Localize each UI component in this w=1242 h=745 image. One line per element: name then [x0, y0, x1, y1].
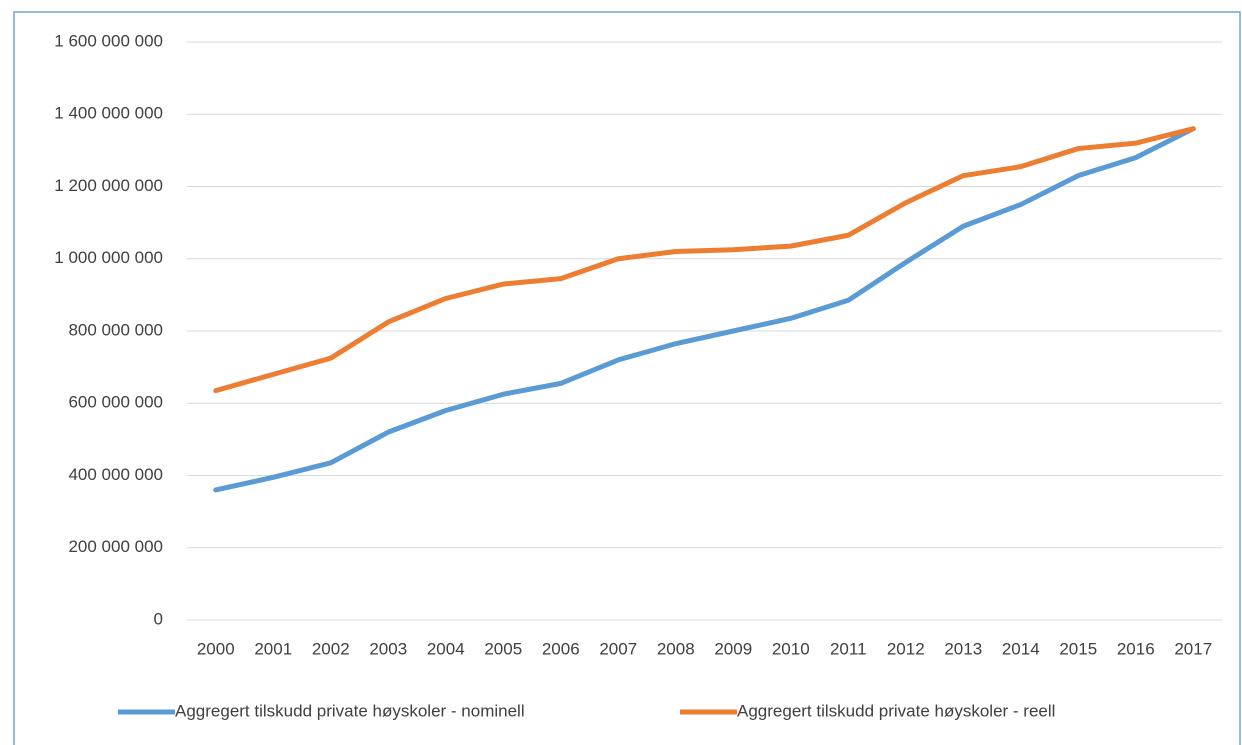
y-tick-label: 200 000 000: [68, 537, 163, 556]
x-tick-label: 2010: [772, 639, 810, 658]
x-tick-label: 2015: [1059, 639, 1097, 658]
y-tick-label: 0: [154, 609, 163, 628]
y-tick-label: 600 000 000: [68, 393, 163, 412]
x-tick-label: 2008: [657, 639, 695, 658]
y-tick-label: 1 400 000 000: [54, 104, 163, 123]
x-tick-label: 2005: [484, 639, 522, 658]
chart-frame: [13, 11, 1241, 745]
y-tick-label: 800 000 000: [68, 320, 163, 339]
series-line: [213, 126, 1196, 493]
series-line: [213, 126, 1196, 394]
x-tick-label: 2006: [542, 639, 580, 658]
x-tick-label: 2007: [599, 639, 637, 658]
legend-label: Aggregert tilskudd private høyskoler - r…: [737, 701, 1055, 720]
y-tick-label: 1 600 000 000: [54, 31, 163, 50]
y-tick-label: 1 200 000 000: [54, 176, 163, 195]
x-tick-label: 2000: [197, 639, 235, 658]
y-tick-label: 1 000 000 000: [54, 248, 163, 267]
x-tick-label: 2002: [312, 639, 350, 658]
x-tick-label: 2011: [830, 639, 867, 658]
x-tick-label: 2013: [944, 639, 982, 658]
x-tick-label: 2014: [1002, 639, 1040, 658]
x-tick-label: 2016: [1117, 639, 1155, 658]
x-tick-label: 2001: [254, 639, 292, 658]
x-tick-label: 2003: [369, 639, 407, 658]
x-tick-label: 2017: [1174, 639, 1212, 658]
x-tick-label: 2004: [427, 639, 465, 658]
x-tick-label: 2012: [887, 639, 925, 658]
x-tick-label: 2009: [714, 639, 752, 658]
legend-label: Aggregert tilskudd private høyskoler - n…: [175, 701, 525, 720]
y-tick-label: 400 000 000: [68, 465, 163, 484]
